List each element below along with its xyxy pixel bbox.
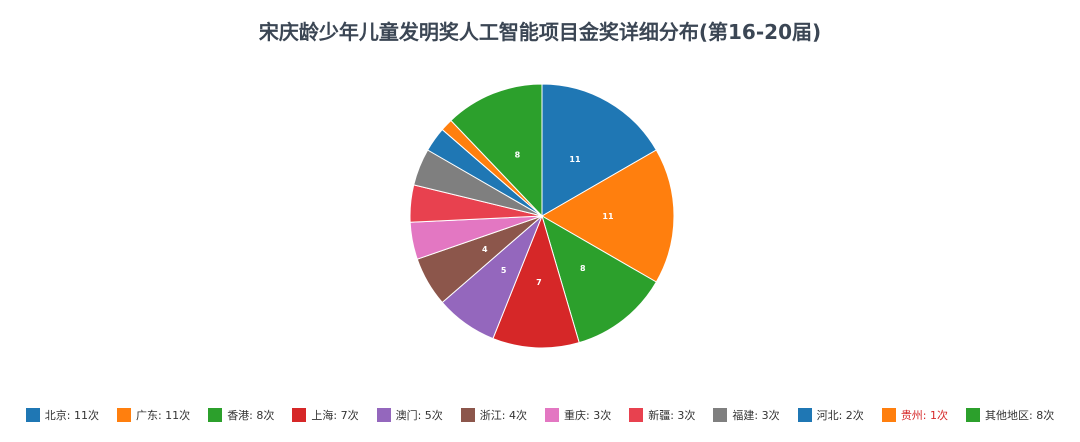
- legend-swatch: [116, 408, 131, 422]
- legend-swatch: [208, 408, 223, 422]
- legend-item-11[interactable]: 其他地区: 8次: [966, 407, 1054, 423]
- legend-label: 重庆: 3次: [564, 409, 612, 422]
- legend-swatch: [797, 408, 812, 422]
- legend-item-6[interactable]: 重庆: 3次: [545, 407, 611, 423]
- legend-item-7[interactable]: 新疆: 3次: [629, 407, 695, 423]
- pie-slice-3[interactable]: [492, 214, 580, 349]
- legend-label: 其他地区: 8次: [985, 409, 1055, 422]
- pie-data-label-0: 11: [569, 155, 581, 164]
- pie-slice-11[interactable]: [450, 83, 543, 218]
- legend-swatch: [376, 408, 391, 422]
- legend-item-9[interactable]: 河北: 2次: [797, 407, 864, 423]
- chart-title: 宋庆龄少年儿童发明奖人工智能项目金奖详细分布(第16-20届): [258, 20, 822, 44]
- legend-label: 香港: 8次: [227, 409, 275, 422]
- pie-slice-2[interactable]: [541, 214, 657, 344]
- legend-item-0[interactable]: 北京: 11次: [25, 407, 99, 423]
- legend-swatch: [629, 408, 644, 422]
- chart-legend: 北京: 11次 广东: 11次 香港: 8次 上海: 7次 澳门: 5次 浙江: 4次 重庆…: [0, 407, 1080, 423]
- legend-label: 新疆: 3次: [648, 409, 696, 422]
- legend-label: 福建: 3次: [732, 409, 780, 422]
- legend-item-1[interactable]: 广东: 11次: [116, 407, 191, 423]
- legend-label: 河北: 2次: [816, 409, 864, 422]
- legend-swatch: [25, 408, 40, 422]
- legend-swatch: [713, 408, 728, 422]
- legend-label: 浙江: 4次: [479, 409, 527, 422]
- legend-swatch: [966, 408, 981, 422]
- pie-data-label-5: 4: [482, 245, 488, 254]
- legend-label: 澳门: 5次: [395, 409, 443, 422]
- legend-swatch: [545, 408, 559, 422]
- pie-chart: 11 11 8 7 5 4 8: [409, 83, 675, 349]
- legend-swatch: [460, 408, 475, 422]
- legend-label: 上海: 7次: [311, 409, 359, 422]
- legend-item-8[interactable]: 福建: 3次: [713, 407, 780, 423]
- legend-item-3[interactable]: 上海: 7次: [292, 407, 359, 423]
- legend-swatch: [881, 408, 896, 422]
- legend-swatch: [292, 408, 307, 422]
- pie-data-label-11: 8: [515, 151, 521, 160]
- pie-data-label-3: 7: [536, 278, 542, 287]
- pie-slice-1[interactable]: [541, 149, 675, 283]
- legend-item-10[interactable]: 贵州: 1次: [881, 407, 949, 423]
- legend-item-5[interactable]: 浙江: 4次: [460, 407, 527, 423]
- pie-slice-0[interactable]: [541, 83, 657, 217]
- pie-data-label-1: 11: [602, 212, 614, 221]
- legend-label: 贵州: 1次: [900, 409, 949, 422]
- legend-label: 广东: 11次: [135, 409, 191, 422]
- pie-data-label-2: 8: [580, 264, 586, 273]
- pie-data-label-4: 5: [501, 266, 507, 275]
- legend-label: 北京: 11次: [44, 409, 99, 422]
- legend-item-2[interactable]: 香港: 8次: [208, 407, 274, 423]
- legend-item-4[interactable]: 澳门: 5次: [376, 407, 443, 423]
